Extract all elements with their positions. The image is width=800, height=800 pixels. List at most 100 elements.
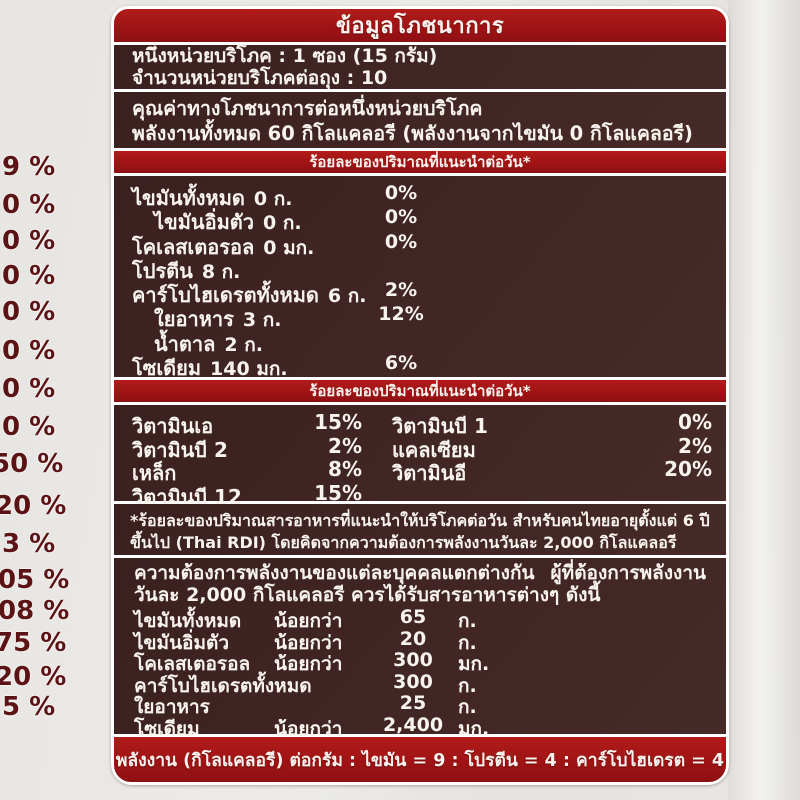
daily-amount: 65: [399, 606, 427, 628]
daily-qualifier: น้อยกว่า: [274, 653, 343, 675]
vitamin-name: วิตามินบี 2: [132, 437, 228, 462]
nutrient-percent: 2%: [384, 279, 418, 302]
nutrients-panel: ไขมันทั้งหมด 0 ก. 0% ไขมันอิ่มตัว 0 ก. 0% …: [114, 176, 726, 380]
daily-amount: 25: [399, 692, 427, 714]
daily-qualifier: น้อยกว่า: [274, 610, 343, 632]
daily-amount: 2,400: [382, 713, 444, 736]
daily-row: โคเลสเตอรอล น้อยกว่า 300 มก.: [134, 649, 716, 675]
nutrient-percent: 12%: [378, 303, 424, 326]
nutrient-amount: 6 ก.: [327, 285, 367, 308]
nutrition-label: ข้อมูลโภชนาการ หนึ่งหน่วยบริโภค : 1 ซอง …: [111, 6, 729, 785]
nutrient-name: โปรตีน: [132, 258, 193, 283]
vitamin-name: วิตามินเอ: [132, 414, 214, 438]
vitamin-percent: 8%: [328, 457, 362, 482]
nutrient-percent: 6%: [384, 352, 418, 375]
cutoff-percentage: 9 %: [2, 152, 56, 182]
daily-nutrient: ใยอาหาร: [134, 696, 210, 718]
nutrient-row: ไขมันอิ่มตัว 0 ก. 0%: [114, 206, 726, 234]
vitamin-name: วิตามินบี 1: [392, 414, 488, 438]
vitamin-row: วิตามินเอ 15% วิตามินบี 1 0%: [132, 410, 712, 438]
rdi-bar-2-text: ร้อยละของปริมาณที่แนะนำต่อวัน*: [309, 382, 531, 400]
nutrient-amount: 3 ก.: [242, 309, 282, 332]
nutrient-name: น้ำตาล: [154, 331, 216, 356]
vitamin-percent: 15%: [314, 410, 362, 434]
daily-nutrient: ไขมันทั้งหมด: [134, 610, 242, 632]
nutrient-row: ใยอาหาร 3 ก. 12%: [114, 303, 726, 331]
rdi-bar-1-text: ร้อยละของปริมาณที่แนะนำต่อวัน*: [309, 153, 531, 171]
daily-qualifier: [274, 692, 376, 714]
nutrient-row: โคเลสเตอรอล 0 มก. 0%: [114, 230, 726, 259]
label-footer: พลังงาน (กิโลแคลอรี) ต่อกรัม : ไขมัน = 9…: [114, 737, 726, 782]
nutrient-name: โซเดียม: [132, 356, 202, 381]
daily-row: ไขมันอิ่มตัว น้อยกว่า 20 ก.: [134, 627, 716, 654]
cutoff-percentage: 05 %: [0, 565, 70, 595]
nutrition-value-box: คุณค่าทางโภชนาการต่อหนึ่งหน่วยบริโภค พลั…: [114, 92, 726, 148]
vitamin-row: วิตามินบี 12 15%: [132, 481, 712, 509]
daily-row: คาร์โบไฮเดรตทั้งหมด 300 ก.: [134, 670, 716, 697]
package-fold-highlight: [728, 0, 800, 800]
footnote-line: ขึ้นไป (Thai RDI) โดยคิดจากความต้องการพล…: [130, 532, 677, 552]
vitamin-name: แคลเซียม: [392, 437, 476, 462]
daily-intro-left: ความต้องการพลังงานของแต่ละบุคคลแตกต่างกั…: [134, 562, 535, 584]
nutrient-amount: 0 มก.: [263, 236, 315, 259]
rdi-footnote-box: *ร้อยละของปริมาณสารอาหารที่แนะนำให้บริโภ…: [114, 504, 726, 555]
vitamin-row: วิตามินบี 2 2% แคลเซียม 2%: [132, 434, 712, 462]
servings-per-bag-line: จำนวนหน่วยบริโภคต่อถุง : 10: [132, 66, 388, 89]
nutrient-name: คาร์โบไฮเดรตทั้งหมด: [132, 283, 319, 308]
nutrient-row: คาร์โบไฮเดรตทั้งหมด 6 ก. 2%: [114, 279, 726, 307]
vitamin-percent: 2%: [328, 433, 362, 458]
daily-row: โซเดียม น้อยกว่า 2,400 มก.: [134, 713, 716, 740]
cutoff-percentage: 0 %: [2, 226, 56, 256]
cutoff-percentage: 0 %: [2, 374, 56, 404]
energy-per-gram-text: พลังงาน (กิโลแคลอรี) ต่อกรัม : ไขมัน = 9…: [115, 750, 725, 771]
total-energy-line: พลังงานทั้งหมด 60 กิโลแคลอรี (พลังงานจาก…: [132, 122, 693, 145]
daily-intro-right: ผู้ที่ต้องการพลังงาน: [550, 562, 706, 584]
daily-row: ไขมันทั้งหมด น้อยกว่า 65 ก.: [134, 606, 716, 632]
vitamin-row: เหล็ก 8% วิตามินอี 20%: [132, 457, 712, 485]
daily-unit: ก.: [458, 696, 477, 718]
cutoff-percentage: 20 %: [0, 491, 67, 521]
vitamin-percent: 15%: [314, 480, 362, 505]
rdi-bar-1: ร้อยละของปริมาณที่แนะนำต่อวัน*: [114, 151, 726, 173]
nutrient-name: โคเลสเตอรอล: [132, 234, 255, 259]
label-header: ข้อมูลโภชนาการ: [114, 9, 726, 42]
nutrient-row: โซเดียม 140 มก. 6%: [114, 352, 726, 380]
cutoff-percentage: 0 %: [2, 261, 56, 291]
rdi-bar-2: ร้อยละของปริมาณที่แนะนำต่อวัน*: [114, 380, 726, 402]
cutoff-percentage: 5 %: [2, 692, 56, 722]
label-title: ข้อมูลโภชนาการ: [335, 14, 505, 39]
daily-nutrient: ไขมันอิ่มตัว: [134, 631, 229, 654]
nutrient-percent: 0%: [384, 230, 418, 253]
vitamin-percent: 0%: [678, 410, 712, 434]
nutrient-row: น้ำตาล 2 ก.: [114, 328, 726, 356]
nutrient-percent: 0%: [384, 182, 418, 204]
cutoff-percentage: 0 %: [2, 336, 56, 366]
daily-nutrient: โคเลสเตอรอล: [134, 653, 251, 675]
daily-qualifier: น้อยกว่า: [274, 717, 343, 740]
cutoff-percentage: 08 %: [0, 596, 70, 626]
cutoff-percentage: 3 %: [2, 529, 56, 559]
daily-qualifier: [274, 671, 376, 693]
vitamin-name: วิตามินอี: [392, 461, 467, 486]
daily-intro-line: ความต้องการพลังงานของแต่ละบุคคลแตกต่างกั…: [134, 562, 716, 584]
daily-qualifier: น้อยกว่า: [274, 631, 343, 654]
nutrient-amount: 0 ก.: [263, 212, 302, 235]
daily-amount: 20: [399, 627, 427, 650]
daily-amount: 300: [393, 670, 433, 693]
daily-unit: ก.: [458, 631, 477, 654]
cutoff-percentage: 50 %: [0, 449, 64, 479]
nutrient-amount: 140 มก.: [210, 358, 288, 381]
daily-nutrient: โซเดียม: [134, 717, 200, 740]
footnote-line: *ร้อยละของปริมาณสารอาหารที่แนะนำให้บริโภ…: [130, 511, 710, 530]
nutrient-amount: 8 ก.: [201, 260, 241, 283]
nutrient-amount: 2 ก.: [224, 333, 263, 356]
cutoff-percentage: 75 %: [0, 628, 67, 658]
daily-unit: มก.: [458, 717, 490, 740]
vitamin-percent: 20%: [664, 457, 712, 482]
vitamin-percent: 2%: [678, 433, 712, 458]
daily-row: ใยอาหาร 25 ก.: [134, 692, 716, 718]
cutoff-percentage: 0 %: [2, 297, 56, 327]
nutrient-row: โปรตีน 8 ก.: [114, 255, 726, 283]
cutoff-percentage: 0 %: [2, 412, 56, 442]
